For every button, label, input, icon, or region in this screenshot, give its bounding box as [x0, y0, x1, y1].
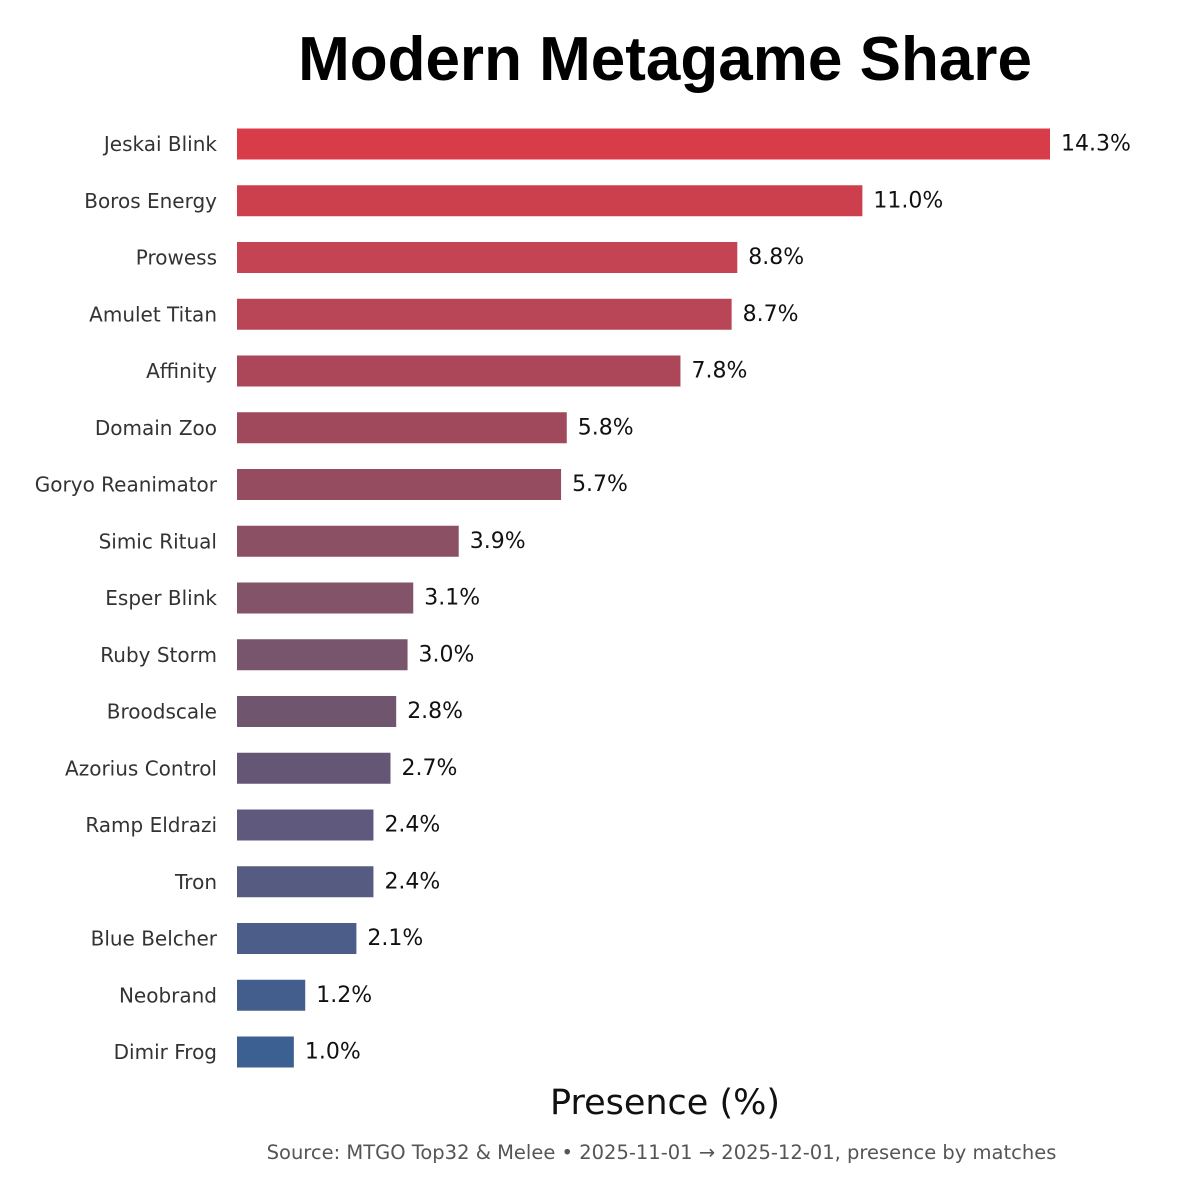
value-label-amulet-titan: 8.7% — [743, 302, 799, 327]
category-label-esper-blink: Esper Blink — [105, 586, 217, 610]
category-label-tron: Tron — [174, 870, 217, 894]
category-label-azorius-control: Azorius Control — [65, 756, 217, 780]
value-label-tron: 2.4% — [384, 869, 440, 894]
bar-tron — [237, 866, 374, 898]
value-labels: 14.3% 11.0% 8.8% 8.7% 7.8% 5.8% 5.7% 3.9% 3.1% 3.… — [305, 132, 1131, 1065]
value-label-ramp-eldrazi: 2.4% — [384, 813, 440, 838]
value-label-simic-ritual: 3.9% — [470, 529, 526, 554]
value-label-prowess: 8.8% — [748, 245, 804, 270]
category-label-blue-belcher: Blue Belcher — [91, 927, 218, 951]
value-label-goryo-reanimator: 5.7% — [572, 472, 628, 497]
category-label-broodscale: Broodscale — [107, 700, 217, 724]
source-note: Source: MTGO Top32 & Melee • 2025-11-01 … — [266, 1141, 1057, 1164]
bar-goryo-reanimator — [237, 469, 562, 500]
category-labels: Jeskai Blink Boros Energy Prowess Amulet Ti… — [35, 132, 218, 1064]
bars-layer — [237, 128, 1050, 1068]
category-label-ramp-eldrazi: Ramp Eldrazi — [85, 813, 217, 837]
bar-boros-energy — [237, 185, 863, 217]
bar-blue-belcher — [237, 923, 357, 954]
category-label-goryo-reanimator: Goryo Reanimator — [35, 473, 218, 497]
value-label-jeskai-blink: 14.3% — [1061, 132, 1131, 157]
category-label-simic-ritual: Simic Ritual — [99, 529, 217, 553]
value-label-affinity: 7.8% — [691, 359, 747, 384]
value-label-broodscale: 2.8% — [407, 699, 463, 724]
category-label-domain-zoo: Domain Zoo — [95, 416, 217, 440]
category-label-amulet-titan: Amulet Titan — [89, 302, 217, 326]
value-label-domain-zoo: 5.8% — [578, 415, 634, 440]
bar-prowess — [237, 242, 738, 273]
bar-jeskai-blink — [237, 128, 1050, 160]
bar-dimir-frog — [237, 1036, 294, 1068]
category-label-neobrand: Neobrand — [119, 983, 217, 1007]
chart-title: Modern Metagame Share — [298, 25, 1032, 94]
bar-domain-zoo — [237, 412, 567, 444]
category-label-ruby-storm: Ruby Storm — [100, 643, 217, 667]
bar-esper-blink — [237, 582, 414, 614]
bar-broodscale — [237, 696, 397, 727]
bar-ruby-storm — [237, 639, 408, 671]
value-label-neobrand: 1.2% — [316, 983, 372, 1008]
bar-simic-ritual — [237, 525, 459, 557]
category-label-prowess: Prowess — [136, 246, 217, 270]
category-label-dimir-frog: Dimir Frog — [114, 1040, 217, 1064]
value-label-dimir-frog: 1.0% — [305, 1040, 361, 1065]
value-label-esper-blink: 3.1% — [424, 586, 480, 611]
value-label-azorius-control: 2.7% — [402, 756, 458, 781]
bar-affinity — [237, 355, 681, 387]
value-label-blue-belcher: 2.1% — [367, 926, 423, 951]
x-axis-label: Presence (%) — [549, 1083, 781, 1123]
category-label-jeskai-blink: Jeskai Blink — [102, 132, 218, 156]
bar-neobrand — [237, 979, 306, 1011]
category-label-boros-energy: Boros Energy — [84, 189, 217, 213]
bar-amulet-titan — [237, 298, 732, 330]
value-label-boros-energy: 11.0% — [873, 188, 943, 213]
bar-ramp-eldrazi — [237, 809, 374, 841]
value-label-ruby-storm: 3.0% — [419, 642, 475, 667]
bar-azorius-control — [237, 752, 391, 784]
category-label-affinity: Affinity — [146, 359, 217, 383]
